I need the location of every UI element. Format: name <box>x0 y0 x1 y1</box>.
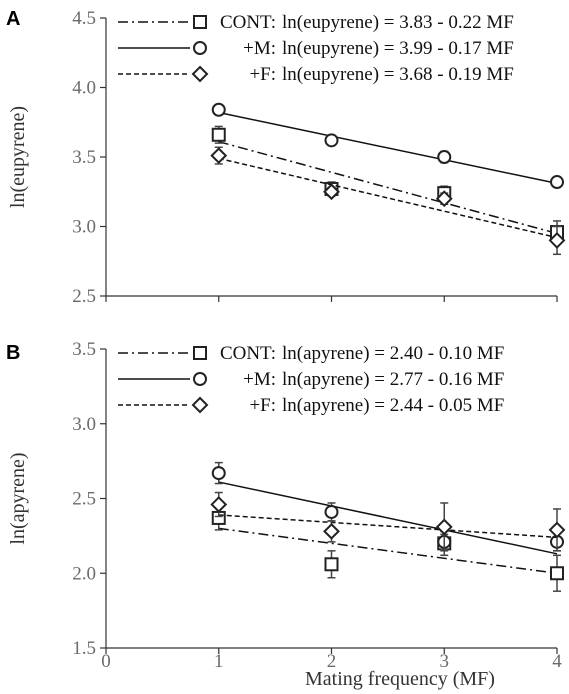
x-tick-label: 3 <box>440 651 450 672</box>
legend-marker-cont <box>193 15 207 29</box>
fit-line-m <box>218 481 558 555</box>
data-point-f <box>435 518 453 536</box>
data-point-cont <box>211 127 226 142</box>
y-tick-label: 2.5 <box>72 489 96 510</box>
legend-equation: ln(apyrene) = 2.44 - 0.05 MF <box>282 395 504 416</box>
legend-equation: ln(apyrene) = 2.40 - 0.10 MF <box>282 343 504 364</box>
y-tick-label: 3.0 <box>72 217 96 238</box>
y-tick-label: 1.5 <box>72 638 96 659</box>
legend-marker-f <box>191 396 209 414</box>
x-tick-label: 0 <box>101 651 111 672</box>
panel-a-chart: A 2.5 3.0 3.5 4.0 4.5 ln(eupyrene) CONT: ln(eupy… <box>6 8 566 307</box>
data-point-f <box>323 183 340 201</box>
y-tick-label: 3.5 <box>72 339 96 360</box>
x-axis: 0 1 2 3 4 <box>101 651 562 672</box>
fit-line-cont <box>218 140 558 235</box>
data-point-m <box>211 466 226 481</box>
fit-line-m <box>218 111 558 185</box>
data-point-m <box>324 133 339 148</box>
fit-line-f <box>218 514 558 539</box>
data-point-m <box>324 504 339 519</box>
legend-marker-m <box>193 372 207 386</box>
y-tick-label: 2.5 <box>72 286 96 307</box>
y-tick-label: 3.5 <box>72 147 96 168</box>
x-tick-label: 2 <box>327 651 337 672</box>
data-point-cont <box>550 566 564 581</box>
panel-label: B <box>6 342 20 364</box>
data-point-f <box>210 496 228 513</box>
panel-label: A <box>6 8 20 30</box>
legend-equation: ln(eupyrene) = 3.83 - 0.22 MF <box>282 12 514 33</box>
fit-line-f <box>218 157 558 239</box>
x-tick-label: 1 <box>214 651 224 672</box>
data-point-m <box>550 175 564 190</box>
data-point-f <box>548 231 566 249</box>
legend-series-name: +F: <box>249 64 276 85</box>
data-point-f <box>548 521 566 539</box>
legend-series-name: CONT: <box>220 12 276 33</box>
legend-marker-cont <box>193 346 207 360</box>
legend-series-name: +M: <box>243 369 276 390</box>
data-point-f <box>323 522 340 540</box>
x-tick-label: 4 <box>552 651 562 672</box>
legend-equation: ln(eupyrene) = 3.99 - 0.17 MF <box>282 38 514 59</box>
y-axis-title: ln(eupyrene) <box>7 106 29 208</box>
legend-series-name: +M: <box>243 38 276 59</box>
legend-marker-m <box>193 41 207 55</box>
y-axis-title: ln(apyrene) <box>7 452 29 544</box>
legend-series-name: +F: <box>249 395 276 416</box>
legend-series-name: CONT: <box>220 343 276 364</box>
data-point-m <box>211 102 226 117</box>
data-point-f <box>435 190 453 208</box>
y-tick-label: 3.0 <box>72 414 96 435</box>
y-tick-label: 4.0 <box>72 78 96 99</box>
panel-b-chart: B 1.5 2.0 2.5 3.0 3.5 ln(apyrene) CONT: ln(apyre… <box>6 339 566 659</box>
data-point-f <box>210 147 228 165</box>
legend-equation: ln(eupyrene) = 3.68 - 0.19 MF <box>282 64 514 85</box>
y-tick-label: 4.5 <box>72 8 96 29</box>
x-axis-title: Mating frequency (MF) <box>305 668 495 690</box>
legend-marker-f <box>191 65 209 83</box>
fit-line-cont <box>218 527 558 574</box>
y-tick-label: 2.0 <box>72 563 96 584</box>
legend-equation: ln(apyrene) = 2.77 - 0.16 MF <box>282 369 504 390</box>
data-point-cont <box>324 557 339 572</box>
data-point-m <box>437 150 452 164</box>
